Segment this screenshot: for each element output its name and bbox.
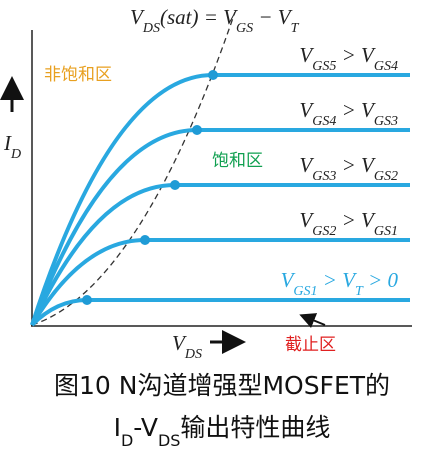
text-part: V [299,153,314,177]
saturation-point [170,180,180,190]
caption-line2: ID-VDS输出特性曲线 [114,413,331,450]
subscript: GS4 [374,59,398,74]
subscript: DS [184,347,202,362]
text-part: V [130,5,145,29]
subscript: GS5 [312,59,336,74]
caption-line1: 图10 N沟道增强型MOSFET的 [54,371,390,400]
saturation-point [140,235,150,245]
curve-label: VGS3 > VGS2 [299,153,398,184]
curve-label: VGS4 > VGS3 [299,98,398,129]
subscript: DS [142,21,160,36]
subscript: GS4 [312,114,336,129]
saturation-label: VDS(sat) = VGS − VT [130,5,300,36]
subscript: DS [158,431,180,450]
subscript: T [355,284,364,299]
text-part: I [3,131,12,155]
characteristic-curve [30,238,410,327]
text-part: V [299,98,314,122]
cutoff-region-label: 截止区 [285,335,336,355]
text-part: -V [133,413,158,442]
subscript: GS [236,21,253,36]
text-part: > V [318,268,358,292]
text-part: (sat) = V [160,5,238,29]
curve-label: VGS2 > VGS1 [299,208,398,239]
saturation-point [82,295,92,305]
subscript: GS3 [312,169,336,184]
y-axis-label: ID [3,131,21,162]
text-part: > V [336,43,376,67]
subscript: D [121,431,133,450]
text-part: > V [336,208,376,232]
text-part: V [281,268,296,292]
subscript: GS2 [374,169,398,184]
text-part: V [299,43,314,67]
saturation-point [192,125,202,135]
subscript: GS2 [312,224,336,239]
subscript: D [10,147,21,162]
linear-region-label: 非饱和区 [44,65,112,85]
text-part: 输出特性曲线 [180,413,330,442]
curve-label: VGS1 > VT > 0 [281,268,399,299]
characteristic-curve [30,128,410,326]
saturation-boundary [31,11,236,326]
text-part: V [172,331,187,355]
text-part: > V [336,153,376,177]
characteristic-curve [30,183,410,326]
curve-label: VGS5 > VGS4 [299,43,398,74]
subscript: GS1 [293,284,317,299]
text-part: V [299,208,314,232]
characteristic-curve [30,73,410,326]
text-part: > V [336,98,376,122]
text-part: > 0 [363,268,399,292]
saturation-region-label: 饱和区 [212,151,263,171]
subscript: T [291,21,300,36]
plot [31,11,412,327]
saturation-point [208,70,218,80]
subscript: GS3 [374,114,398,129]
subscript: GS1 [374,224,398,239]
cutoff-arrow [299,313,326,328]
x-axis-label: VDS [172,331,202,362]
text-part: − V [253,5,293,29]
text-part: I [114,413,121,442]
